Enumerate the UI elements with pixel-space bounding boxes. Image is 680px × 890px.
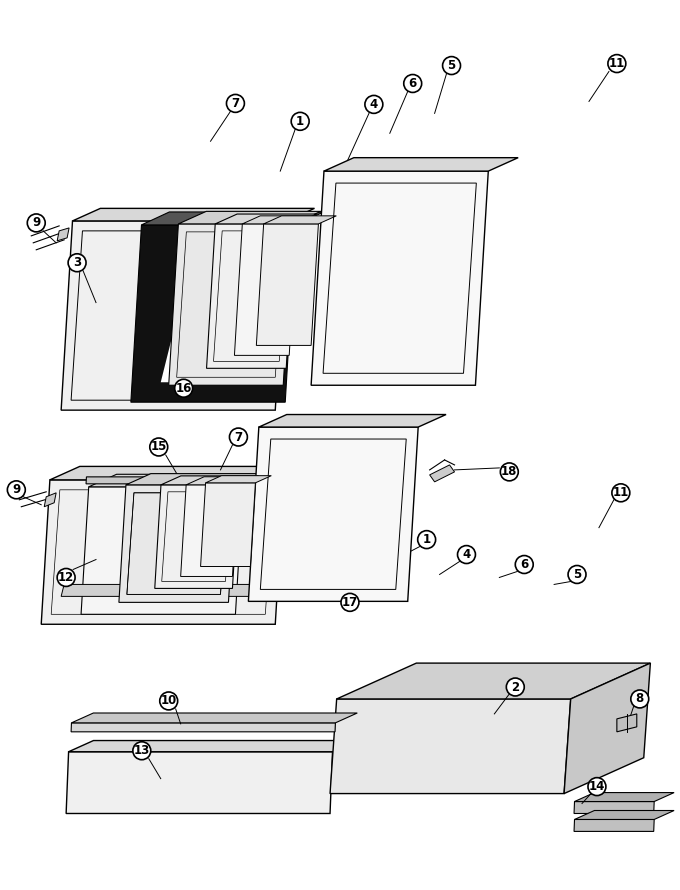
Text: 6: 6 [520, 558, 528, 571]
Circle shape [175, 379, 192, 397]
Polygon shape [119, 485, 235, 603]
Polygon shape [264, 216, 337, 224]
Polygon shape [181, 485, 238, 577]
Text: 12: 12 [58, 571, 74, 584]
Polygon shape [61, 221, 286, 410]
Circle shape [291, 112, 309, 130]
Text: 8: 8 [636, 692, 644, 706]
Text: 10: 10 [160, 694, 177, 708]
Circle shape [568, 565, 586, 584]
Polygon shape [575, 811, 674, 820]
Text: 11: 11 [613, 486, 629, 499]
Polygon shape [574, 820, 654, 831]
Circle shape [458, 546, 475, 563]
Circle shape [226, 94, 244, 112]
Polygon shape [207, 224, 295, 368]
Text: 1: 1 [422, 533, 430, 546]
Polygon shape [50, 466, 313, 480]
Polygon shape [235, 224, 297, 355]
Circle shape [160, 692, 177, 710]
Polygon shape [215, 214, 317, 224]
Polygon shape [141, 212, 324, 225]
Polygon shape [86, 477, 245, 484]
Text: 3: 3 [73, 256, 81, 270]
Circle shape [612, 484, 630, 502]
Text: 18: 18 [501, 465, 517, 479]
Circle shape [443, 57, 460, 75]
Polygon shape [259, 415, 446, 427]
Text: 2: 2 [511, 681, 520, 693]
Polygon shape [88, 474, 271, 487]
Polygon shape [69, 740, 358, 752]
Circle shape [404, 75, 422, 93]
Text: 4: 4 [462, 548, 471, 561]
Polygon shape [178, 211, 321, 224]
Polygon shape [311, 171, 488, 385]
Text: 13: 13 [134, 744, 150, 757]
Text: 6: 6 [409, 77, 417, 90]
Circle shape [418, 530, 436, 548]
Text: 9: 9 [32, 216, 40, 230]
Polygon shape [126, 473, 260, 485]
Polygon shape [337, 663, 650, 699]
Polygon shape [169, 224, 293, 385]
Polygon shape [41, 480, 284, 624]
Polygon shape [564, 663, 650, 794]
Circle shape [57, 569, 75, 587]
Circle shape [341, 594, 359, 611]
Text: 17: 17 [342, 595, 358, 609]
Text: 4: 4 [370, 98, 378, 111]
Text: 15: 15 [150, 441, 167, 454]
Polygon shape [155, 485, 239, 588]
Circle shape [150, 438, 168, 456]
Circle shape [27, 214, 45, 232]
Polygon shape [324, 158, 518, 171]
Polygon shape [161, 476, 258, 485]
Text: 7: 7 [231, 97, 239, 109]
Polygon shape [71, 723, 335, 732]
Polygon shape [131, 225, 296, 402]
Polygon shape [256, 224, 318, 345]
Circle shape [365, 95, 383, 113]
Polygon shape [216, 272, 278, 383]
Circle shape [588, 778, 606, 796]
Text: 7: 7 [235, 431, 243, 443]
Circle shape [133, 741, 151, 760]
Polygon shape [430, 465, 454, 481]
Polygon shape [160, 283, 231, 383]
Circle shape [631, 690, 649, 708]
Polygon shape [61, 585, 258, 596]
Polygon shape [71, 713, 357, 723]
Polygon shape [186, 477, 256, 485]
Polygon shape [66, 752, 333, 813]
Text: 14: 14 [589, 781, 605, 793]
Text: 1: 1 [296, 115, 304, 128]
Polygon shape [575, 793, 674, 802]
Circle shape [7, 481, 25, 498]
Polygon shape [574, 802, 654, 813]
Polygon shape [330, 699, 571, 794]
Text: 9: 9 [12, 483, 20, 497]
Polygon shape [617, 714, 636, 732]
Polygon shape [81, 487, 243, 614]
Circle shape [229, 428, 248, 446]
Text: 16: 16 [175, 382, 192, 395]
Polygon shape [57, 228, 69, 241]
Polygon shape [73, 208, 315, 221]
Polygon shape [71, 231, 277, 400]
Polygon shape [205, 475, 271, 483]
Text: 5: 5 [573, 568, 581, 581]
Polygon shape [248, 427, 418, 602]
Circle shape [500, 463, 518, 481]
Circle shape [515, 555, 533, 573]
Polygon shape [242, 216, 315, 224]
Circle shape [608, 54, 626, 72]
Circle shape [68, 254, 86, 271]
Circle shape [507, 678, 524, 696]
Text: 5: 5 [447, 59, 456, 72]
Polygon shape [44, 493, 56, 506]
Polygon shape [201, 483, 256, 567]
Text: 11: 11 [609, 57, 625, 70]
